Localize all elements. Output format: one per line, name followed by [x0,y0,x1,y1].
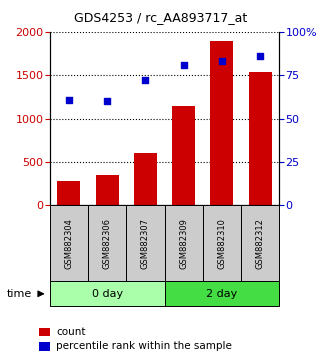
Bar [249,72,272,205]
Bar [172,105,195,205]
Bar [211,41,233,205]
Text: GSM882310: GSM882310 [217,218,226,269]
Text: 2 day: 2 day [206,289,238,299]
Point [219,58,224,64]
Point [143,78,148,83]
Point [66,97,72,102]
Text: 0 day: 0 day [91,289,123,299]
Text: count: count [56,327,86,337]
Bar [134,153,157,205]
Bar [57,181,80,205]
Text: GSM882307: GSM882307 [141,218,150,269]
Text: time: time [6,289,32,299]
Point [105,98,110,104]
Text: GSM882309: GSM882309 [179,218,188,269]
Bar [96,175,118,205]
Text: percentile rank within the sample: percentile rank within the sample [56,341,232,351]
Text: GSM882304: GSM882304 [65,218,74,269]
Point [257,53,263,59]
Text: GSM882306: GSM882306 [103,218,112,269]
Text: GSM882312: GSM882312 [256,218,265,269]
Point [181,62,186,68]
Text: GDS4253 / rc_AA893717_at: GDS4253 / rc_AA893717_at [74,11,247,24]
